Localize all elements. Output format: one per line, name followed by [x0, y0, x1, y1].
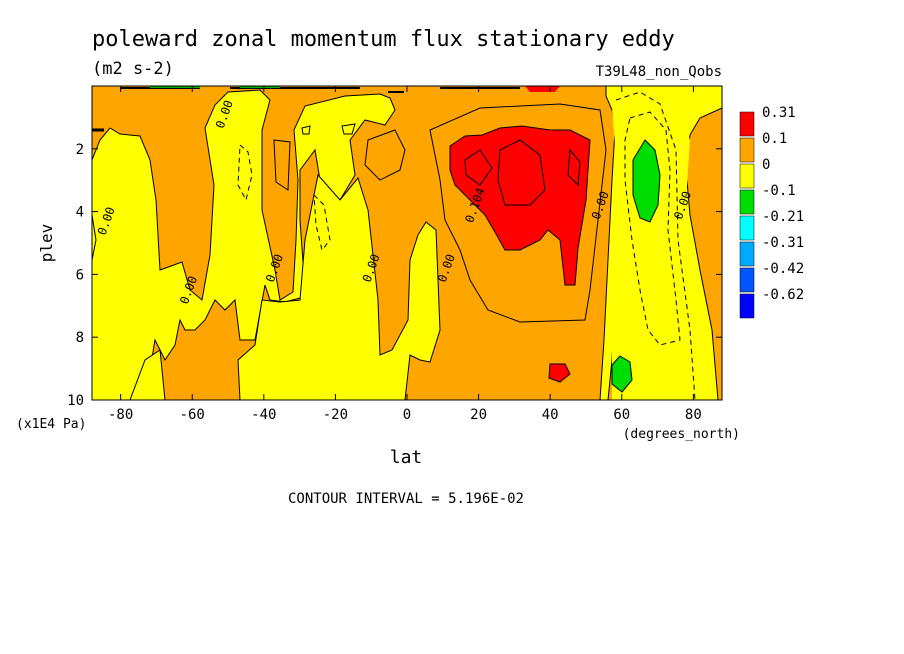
- dashed-contour-2: [313, 193, 331, 252]
- contour-line-orange-3: [273, 139, 291, 191]
- legend-swatch: [739, 293, 755, 319]
- x-tick-label: 60: [613, 407, 630, 423]
- red-region-top: [525, 86, 560, 92]
- contour-field: 0.000.000.000.00 0.00 0.000.104 0.00 0.00: [91, 85, 723, 401]
- yellow-region-central: [237, 173, 441, 401]
- legend-label: -0.42: [762, 261, 804, 277]
- legend-label: 0: [762, 157, 770, 173]
- y-tick-label: 6: [76, 267, 84, 283]
- legend-swatch: [739, 111, 755, 137]
- color-legend: 0.31 0.1 0 -0.1 -0.21 -0.31 -0.42 -0.62: [739, 105, 804, 319]
- y-tick-label: 2: [76, 142, 84, 158]
- legend-label: -0.31: [762, 235, 804, 251]
- x-axis-label: lat: [390, 447, 423, 468]
- y-tick-label: 8: [76, 330, 84, 346]
- contour-line-orange-2: [364, 129, 406, 181]
- x-tick-label: -20: [323, 407, 348, 423]
- legend-swatch: [739, 267, 755, 293]
- legend-swatch: [739, 137, 755, 163]
- legend-label: -0.21: [762, 209, 804, 225]
- x-tick-label: 20: [470, 407, 487, 423]
- x-tick-label: 0: [403, 407, 411, 423]
- x-tick-label: 40: [542, 407, 559, 423]
- legend-label: 0.31: [762, 105, 796, 121]
- y-tick-label: 4: [76, 205, 84, 221]
- legend-label: -0.62: [762, 287, 804, 303]
- contour-line-red-1: [464, 149, 493, 186]
- contour-interval: CONTOUR INTERVAL = 5.196E-02: [288, 491, 524, 507]
- y-axis-label: plev: [37, 224, 56, 263]
- units-label: (m2 s-2): [92, 59, 174, 79]
- contour-line-orange-5: [301, 125, 311, 135]
- legend-label: -0.1: [762, 183, 796, 199]
- x-axis-units: (degrees_north): [623, 427, 740, 442]
- dashed-contour-1: [237, 143, 253, 202]
- legend-swatch: [739, 215, 755, 241]
- chart-title: poleward zonal momentum flux stationary …: [92, 27, 675, 52]
- x-tick-label: -60: [180, 407, 205, 423]
- contour-line-orange-4: [341, 123, 356, 135]
- x-tick-label: -40: [251, 407, 276, 423]
- contour-line-red-2: [497, 139, 546, 206]
- contour-line-orange-1: [429, 103, 607, 323]
- legend-swatch: [739, 163, 755, 189]
- y-axis: 2 4 6 8 10: [67, 142, 722, 409]
- green-region-lower: [611, 355, 633, 393]
- y-axis-units: (x1E4 Pa): [16, 417, 86, 432]
- red-region-lower: [548, 363, 571, 383]
- run-label: T39L48_non_Qobs: [596, 64, 722, 80]
- x-tick-label: 80: [685, 407, 702, 423]
- green-region-upper: [632, 139, 661, 223]
- legend-swatch: [739, 189, 755, 215]
- x-axis: -80 -60 -40 -20 0 20 40 60 80: [108, 86, 702, 423]
- y-tick-label: 10: [67, 393, 84, 409]
- yellow-region-west: [91, 86, 396, 401]
- x-tick-label: -80: [108, 407, 133, 423]
- contour-line-red-3: [567, 148, 581, 187]
- legend-swatch: [739, 241, 755, 267]
- legend-label: 0.1: [762, 131, 787, 147]
